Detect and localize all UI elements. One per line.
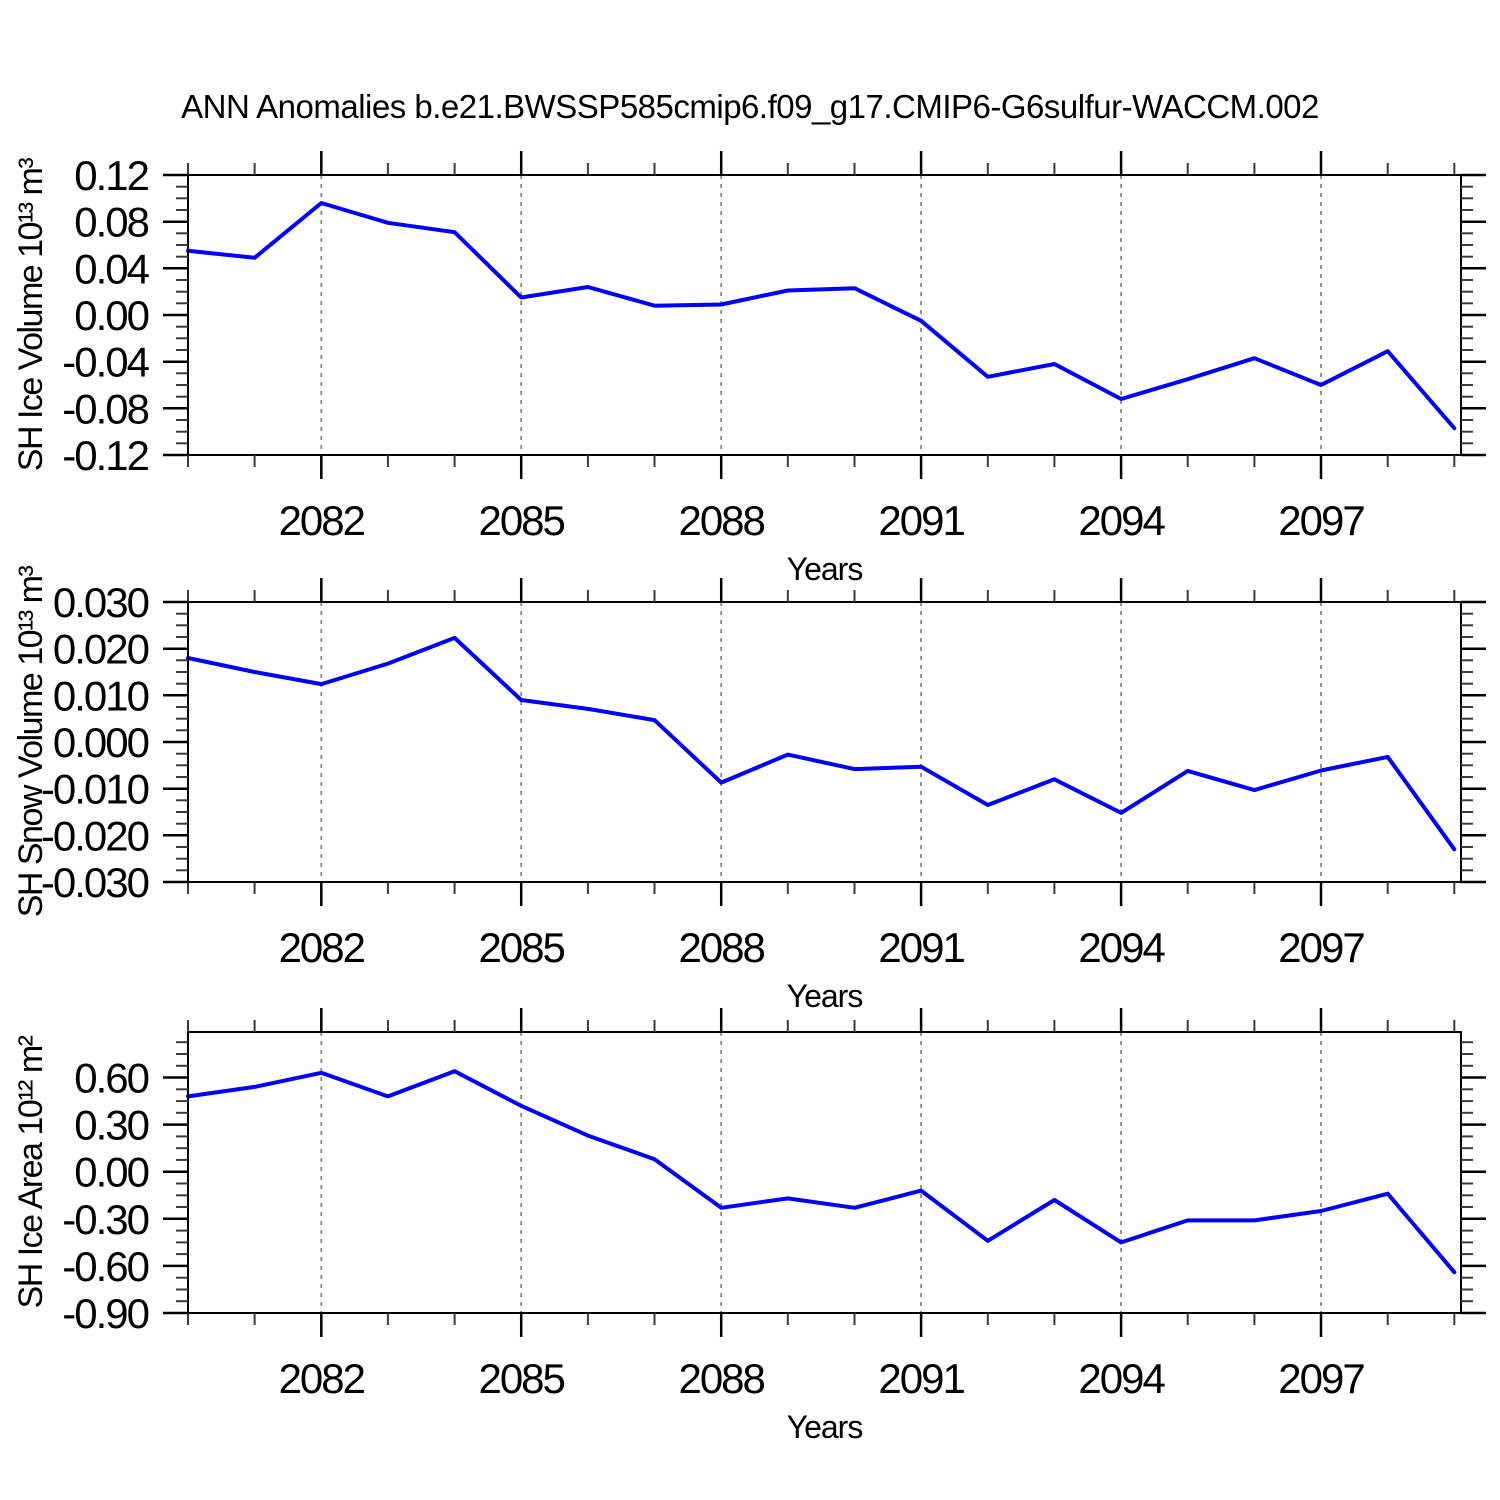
y-tick-label: -0.08 bbox=[62, 385, 148, 432]
panel-3: 0.600.300.00-0.30-0.60-0.90 2082 2085 2088 2… bbox=[12, 1008, 1486, 1445]
x-tick-label: 2082 bbox=[279, 924, 365, 971]
y-axis-label: SH Ice Area 10¹² m² bbox=[12, 1035, 50, 1308]
x-tick-label: 2085 bbox=[478, 1355, 564, 1402]
y-tick-label: 0.00 bbox=[74, 1149, 148, 1196]
x-tick-label: 2094 bbox=[1078, 924, 1165, 971]
x-tick-label: 2085 bbox=[478, 497, 564, 544]
x-tick-label: 2085 bbox=[478, 924, 564, 971]
y-tick-label: -0.010 bbox=[41, 766, 149, 813]
plot-frame bbox=[187, 601, 1462, 883]
plot-frame bbox=[187, 1031, 1462, 1314]
y-axis-label: SH Snow Volume 10¹³ m³ bbox=[12, 566, 50, 918]
y-tick-label: 0.30 bbox=[74, 1102, 148, 1149]
x-tick-label: 2091 bbox=[878, 1355, 964, 1402]
x-tick-label: 2094 bbox=[1078, 1355, 1165, 1402]
y-tick-label: 0.010 bbox=[53, 672, 149, 719]
series-line bbox=[186, 1069, 1457, 1275]
x-axis-label: Years bbox=[787, 551, 863, 587]
y-axis-label: SH Ice Volume 10¹³ m³ bbox=[12, 158, 50, 472]
y-tick-label: -0.90 bbox=[62, 1290, 148, 1337]
y-tick-label: 0.60 bbox=[74, 1055, 148, 1102]
x-tick-label: 2094 bbox=[1078, 497, 1165, 544]
y-tick-label: 0.04 bbox=[74, 245, 149, 292]
x-axis-label: Years bbox=[787, 1409, 863, 1445]
y-tick-label: -0.04 bbox=[62, 339, 149, 386]
y-tick-label: 0.08 bbox=[74, 199, 148, 246]
chart-title: ANN Anomalies b.e21.BWSSP585cmip6.f09_g1… bbox=[181, 88, 1319, 125]
y-tick-label: -0.030 bbox=[41, 859, 149, 906]
x-tick-label: 2088 bbox=[678, 924, 764, 971]
x-tick-label: 2097 bbox=[1278, 1355, 1364, 1402]
x-axis-label: Years bbox=[787, 978, 863, 1014]
x-tick-label: 2082 bbox=[279, 497, 365, 544]
y-tick-label: 0.020 bbox=[53, 626, 149, 673]
panel-1: 0.120.080.040.00-0.04-0.08-0.12 2082 2085 2… bbox=[12, 151, 1486, 587]
x-tick-label: 2088 bbox=[678, 1355, 764, 1402]
y-tick-label: 0.12 bbox=[74, 152, 148, 199]
y-tick-label: -0.60 bbox=[62, 1243, 148, 1290]
y-tick-label: 0.030 bbox=[53, 579, 149, 626]
y-tick-label: -0.30 bbox=[62, 1196, 148, 1243]
plot-frame bbox=[187, 174, 1462, 456]
x-tick-label: 2097 bbox=[1278, 924, 1364, 971]
x-tick-label: 2091 bbox=[878, 497, 964, 544]
x-tick-label: 2091 bbox=[878, 924, 964, 971]
y-tick-label: 0.00 bbox=[74, 292, 148, 339]
x-tick-label: 2097 bbox=[1278, 497, 1364, 544]
series-line bbox=[186, 635, 1457, 852]
x-tick-label: 2088 bbox=[678, 497, 764, 544]
series-line bbox=[186, 201, 1457, 431]
x-tick-label: 2082 bbox=[279, 1355, 365, 1402]
y-tick-label: -0.12 bbox=[62, 432, 148, 479]
y-tick-label: -0.020 bbox=[41, 812, 149, 859]
y-tick-label: 0.000 bbox=[53, 719, 149, 766]
